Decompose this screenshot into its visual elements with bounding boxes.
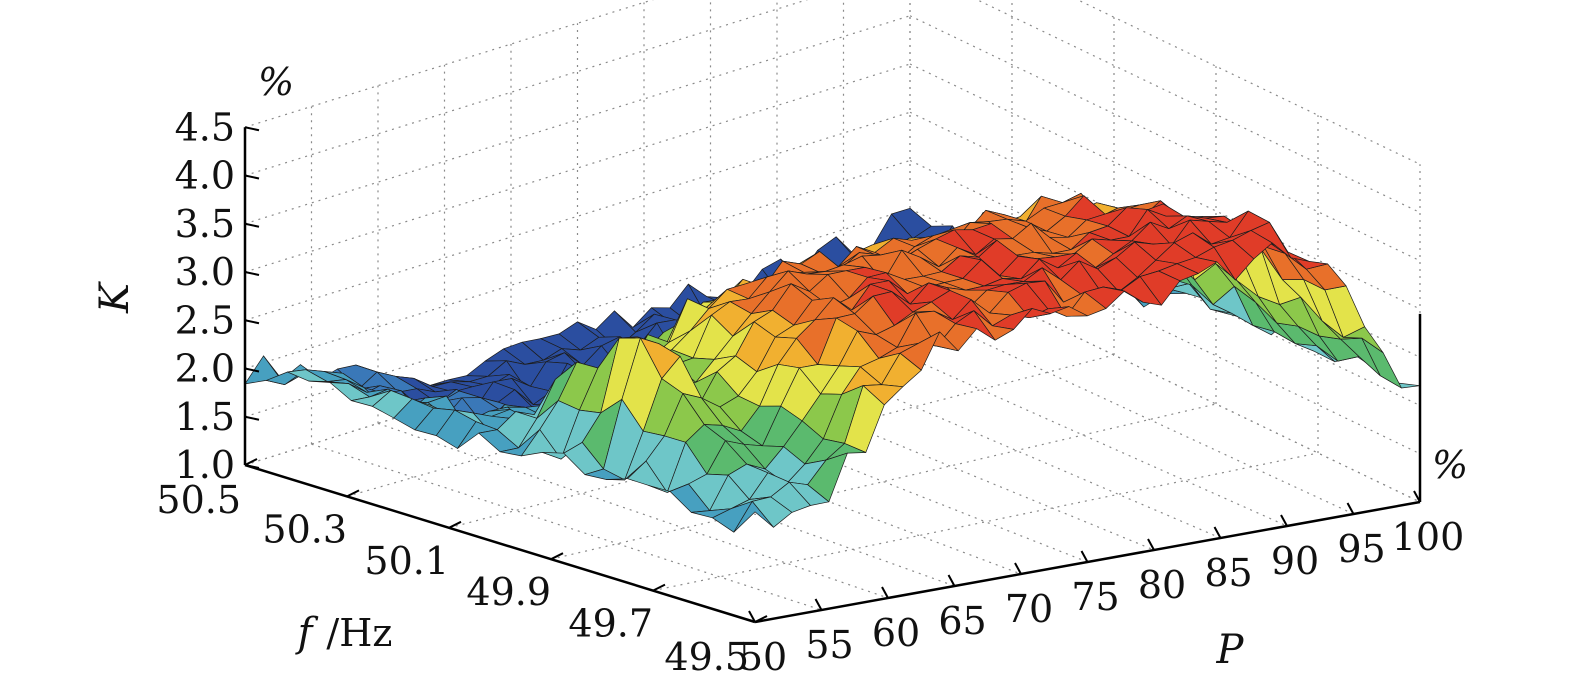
f-tick-2 — [448, 520, 462, 529]
z-tick-label: 1.0 — [175, 443, 235, 487]
f-tick-4 — [652, 583, 666, 592]
grid-line-48 — [652, 452, 1319, 592]
f-tick-label: 50.1 — [364, 539, 449, 583]
f-axis-line — [244, 463, 756, 624]
z-tick-1 — [244, 415, 260, 421]
p-tick-8 — [1280, 514, 1288, 527]
z-tick-labels: 1.01.52.0 2.53.03.54.0 4.5 — [175, 105, 235, 487]
p-tick-label: 80 — [1138, 563, 1186, 607]
f-tick-label: 50.3 — [262, 507, 347, 551]
z-tick-2 — [244, 367, 260, 373]
x-unit-label: % — [1432, 443, 1468, 487]
z-tick-4 — [244, 271, 260, 276]
y-axis-title: f /Hz — [295, 610, 393, 656]
z-tick-7 — [244, 126, 260, 132]
p-tick-5 — [1080, 550, 1089, 563]
z-tick-label: 2.0 — [175, 347, 235, 391]
p-tick-label: 85 — [1204, 551, 1252, 595]
surface-patch-23-0 — [733, 501, 774, 533]
p-tick-2 — [881, 586, 889, 599]
z-axis-title: K — [92, 281, 138, 314]
p-tick-label: 90 — [1271, 539, 1319, 583]
x-axis-title: P — [1216, 627, 1245, 673]
z-tick-3 — [244, 319, 260, 325]
p-tick-3 — [947, 574, 956, 587]
p-tick-1 — [814, 598, 823, 611]
y-axis-unit: /Hz — [326, 611, 392, 655]
grid-line-42 — [843, 277, 1354, 515]
z-tick-6 — [244, 174, 260, 180]
grid-line-32 — [1076, 0, 1421, 165]
z-tick-label: 4.0 — [175, 154, 235, 198]
p-tick-label: 55 — [805, 623, 853, 667]
p-tick-label: 95 — [1337, 527, 1385, 571]
z-tick-5 — [244, 222, 260, 228]
x-tick-labels: 50 55 60 65 70 75 80 85 90 95 100 — [739, 515, 1464, 679]
grid-line-35 — [377, 422, 889, 599]
p-tick-9 — [1346, 502, 1355, 515]
z-tick-0 — [244, 464, 260, 469]
z-tick-label: 2.5 — [175, 298, 235, 342]
z-tick-label: 1.5 — [175, 395, 235, 439]
p-tick-label: 65 — [938, 599, 986, 643]
p-tick-4 — [1014, 562, 1022, 575]
z-tick-label: 4.5 — [175, 105, 235, 149]
p-tick-label: 60 — [872, 611, 920, 655]
axes — [243, 126, 1422, 624]
f-tick-0 — [244, 458, 258, 466]
p-tick-label: 50 — [739, 635, 787, 679]
f-tick-3 — [550, 552, 564, 561]
p-tick-7 — [1213, 526, 1222, 539]
grid-line-31 — [976, 0, 1421, 214]
f-tick-1 — [346, 489, 360, 498]
p-tick-label: 100 — [1392, 515, 1465, 559]
p-tick-0 — [748, 610, 756, 623]
grid-line-47 — [550, 403, 1217, 560]
y-axis-symbol: f — [295, 610, 319, 656]
z-tick-label: 3.0 — [175, 250, 235, 294]
p-tick-6 — [1147, 538, 1155, 551]
surface-mesh — [244, 192, 1421, 533]
f-tick-label: 49.5 — [664, 635, 749, 679]
p-tick-label: 75 — [1071, 575, 1119, 619]
f-tick-label: 50.5 — [156, 478, 241, 522]
p-tick-label: 70 — [1005, 587, 1053, 631]
f-tick-5 — [754, 615, 768, 623]
z-unit-label: % — [258, 60, 294, 104]
y-tick-labels: 50.5 50.3 50.1 49.9 49.749.5 — [156, 478, 749, 679]
p-tick-10 — [1413, 490, 1421, 503]
f-tick-label: 49.9 — [466, 570, 551, 614]
f-tick-label: 49.7 — [568, 602, 653, 646]
z-tick-label: 3.5 — [175, 202, 235, 246]
